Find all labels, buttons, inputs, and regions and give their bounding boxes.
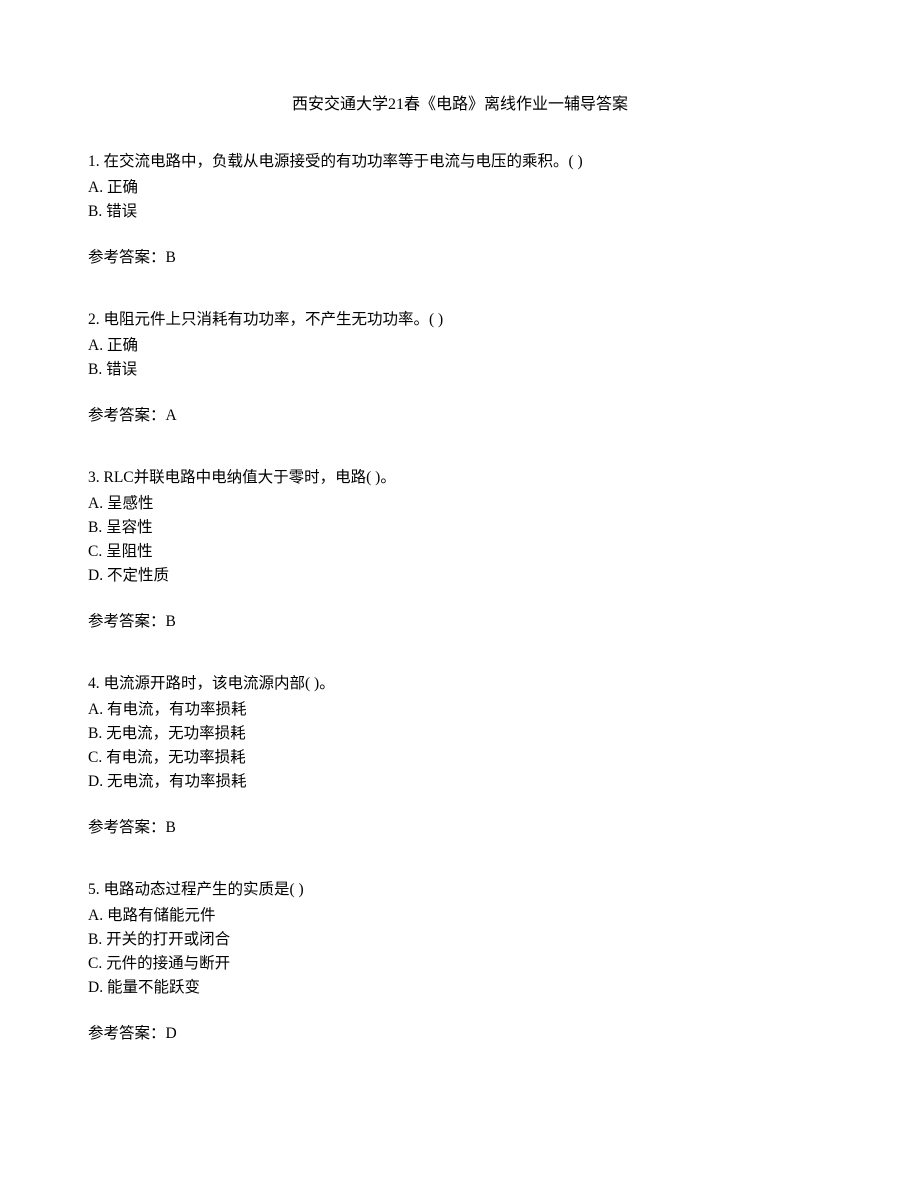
answer-value: B	[166, 249, 176, 266]
answer-value: B	[166, 819, 176, 836]
answer-line: 参考答案：B	[88, 246, 832, 270]
option-b: B. 呈容性	[88, 516, 832, 540]
question-text: 3. RLC并联电路中电纳值大于零时，电路( )。	[88, 466, 832, 490]
question-text: 4. 电流源开路时，该电流源内部( )。	[88, 672, 832, 696]
answer-line: 参考答案：B	[88, 610, 832, 634]
option-b: B. 错误	[88, 200, 832, 224]
question-number: 5.	[88, 881, 100, 898]
option-a: A. 正确	[88, 176, 832, 200]
question-text: 1. 在交流电路中，负载从电源接受的有功功率等于电流与电压的乘积。( )	[88, 150, 832, 174]
option-b: B. 错误	[88, 358, 832, 382]
answer-line: 参考答案：D	[88, 1022, 832, 1046]
question-5: 5. 电路动态过程产生的实质是( ) A. 电路有储能元件 B. 开关的打开或闭…	[88, 878, 832, 1046]
question-stem: RLC并联电路中电纳值大于零时，电路( )。	[104, 469, 396, 486]
option-d: D. 能量不能跃变	[88, 976, 832, 1000]
question-3: 3. RLC并联电路中电纳值大于零时，电路( )。 A. 呈感性 B. 呈容性 …	[88, 466, 832, 634]
question-4: 4. 电流源开路时，该电流源内部( )。 A. 有电流，有功率损耗 B. 无电流…	[88, 672, 832, 840]
question-stem: 在交流电路中，负载从电源接受的有功功率等于电流与电压的乘积。( )	[104, 153, 583, 170]
question-stem: 电阻元件上只消耗有功功率，不产生无功功率。( )	[104, 311, 444, 328]
question-number: 2.	[88, 311, 100, 328]
question-stem: 电路动态过程产生的实质是( )	[104, 881, 304, 898]
answer-label: 参考答案：	[88, 1025, 166, 1042]
option-c: C. 元件的接通与断开	[88, 952, 832, 976]
option-b: B. 无电流，无功率损耗	[88, 722, 832, 746]
question-number: 3.	[88, 469, 100, 486]
option-c: C. 有电流，无功率损耗	[88, 746, 832, 770]
question-number: 4.	[88, 675, 100, 692]
option-a: A. 有电流，有功率损耗	[88, 698, 832, 722]
answer-line: 参考答案：B	[88, 816, 832, 840]
option-a: A. 呈感性	[88, 492, 832, 516]
question-1: 1. 在交流电路中，负载从电源接受的有功功率等于电流与电压的乘积。( ) A. …	[88, 150, 832, 270]
option-d: D. 无电流，有功率损耗	[88, 770, 832, 794]
question-text: 5. 电路动态过程产生的实质是( )	[88, 878, 832, 902]
page-title: 西安交通大学21春《电路》离线作业一辅导答案	[88, 90, 832, 114]
question-2: 2. 电阻元件上只消耗有功功率，不产生无功功率。( ) A. 正确 B. 错误 …	[88, 308, 832, 428]
answer-label: 参考答案：	[88, 819, 166, 836]
question-text: 2. 电阻元件上只消耗有功功率，不产生无功功率。( )	[88, 308, 832, 332]
option-c: C. 呈阻性	[88, 540, 832, 564]
option-d: D. 不定性质	[88, 564, 832, 588]
option-a: A. 电路有储能元件	[88, 904, 832, 928]
answer-value: D	[166, 1025, 177, 1042]
answer-line: 参考答案：A	[88, 404, 832, 428]
answer-value: B	[166, 613, 176, 630]
question-number: 1.	[88, 153, 100, 170]
option-a: A. 正确	[88, 334, 832, 358]
answer-label: 参考答案：	[88, 249, 166, 266]
answer-value: A	[166, 407, 177, 424]
answer-label: 参考答案：	[88, 613, 166, 630]
option-b: B. 开关的打开或闭合	[88, 928, 832, 952]
answer-label: 参考答案：	[88, 407, 166, 424]
question-stem: 电流源开路时，该电流源内部( )。	[104, 675, 335, 692]
